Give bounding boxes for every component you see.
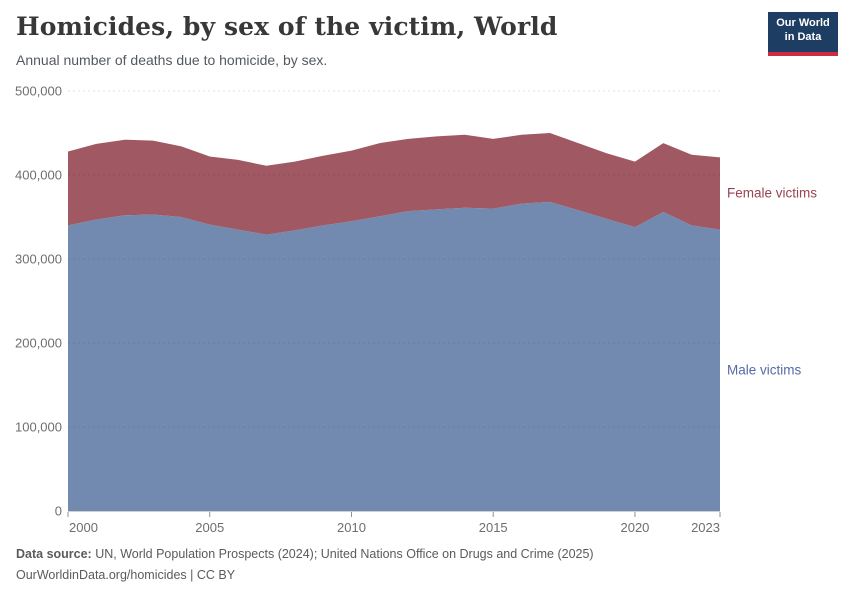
x-axis-label: 2020 — [620, 520, 650, 535]
chart-subtitle: Annual number of deaths due to homicide,… — [16, 52, 328, 68]
data-source-text: UN, World Population Prospects (2024); U… — [91, 547, 594, 561]
data-source-label: Data source: — [16, 547, 92, 561]
owid-logo-line2: in Data — [784, 31, 822, 43]
area-male-victims[interactable] — [68, 201, 720, 511]
x-axis-label: 2000 — [69, 520, 98, 535]
x-axis-label: 2005 — [195, 520, 225, 535]
page-title: Homicides, by sex of the victim, World — [16, 12, 558, 41]
area-female-victims[interactable] — [68, 133, 720, 235]
data-source-note: Data source: UN, World Population Prospe… — [16, 547, 594, 561]
y-axis-label: 200,000 — [15, 335, 62, 351]
series-label-female-victims: Female victims — [727, 185, 818, 201]
x-axis-label: 2010 — [337, 520, 366, 535]
y-axis-label: 0 — [54, 503, 62, 519]
owid-logo-line1: Our World — [776, 17, 830, 29]
y-axis-label: 500,000 — [15, 83, 62, 99]
y-axis-label: 400,000 — [15, 167, 62, 183]
series-label-male-victims: Male victims — [727, 362, 802, 378]
x-axis-label: 2015 — [478, 520, 508, 535]
license-note: OurWorldinData.org/homicides | CC BY — [16, 568, 236, 582]
y-axis-label: 300,000 — [15, 251, 62, 267]
owid-logo[interactable]: Our World in Data — [768, 12, 838, 56]
x-axis-label: 2023 — [691, 520, 720, 535]
y-axis-label: 100,000 — [15, 419, 62, 435]
